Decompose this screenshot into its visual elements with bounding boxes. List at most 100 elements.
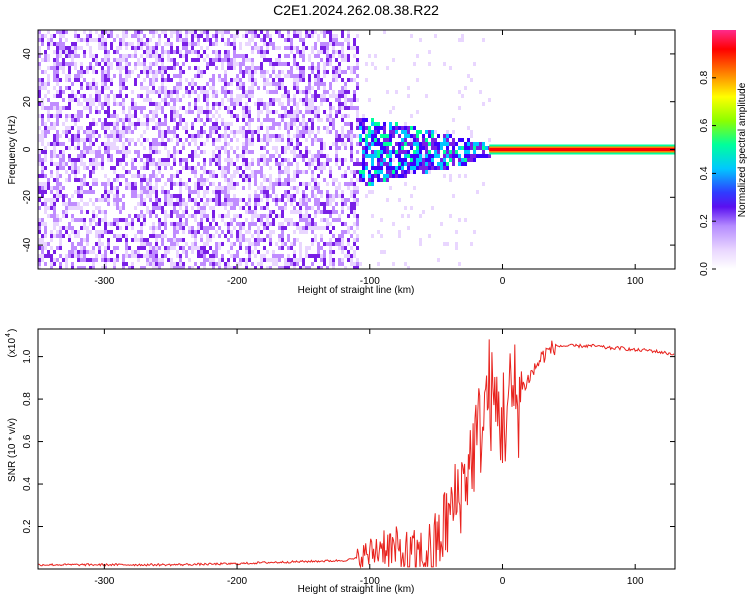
heatmap-cell — [470, 242, 473, 246]
heatmap-cell — [233, 138, 236, 142]
heatmap-cell — [209, 114, 212, 118]
heatmap-cell — [152, 70, 155, 74]
heatmap-cell — [284, 242, 287, 246]
heatmap-cell — [230, 202, 233, 206]
heatmap-cell — [134, 82, 137, 86]
heatmap-cell — [470, 142, 473, 146]
heatmap-cell — [56, 262, 59, 266]
heatmap-cell — [50, 114, 53, 118]
heatmap-cell — [263, 134, 266, 138]
heatmap-cell — [344, 74, 347, 78]
heatmap-cell — [197, 206, 200, 210]
heatmap-cell — [278, 166, 281, 170]
heatmap-cell — [308, 246, 311, 250]
heatmap-cell — [161, 30, 164, 34]
heatmap-cell — [116, 50, 119, 54]
heatmap-cell — [257, 130, 260, 134]
heatmap-cell — [446, 138, 449, 142]
heatmap-cell — [203, 46, 206, 50]
heatmap-cell — [356, 238, 359, 242]
heatmap-cell — [374, 54, 377, 58]
heatmap-cell — [83, 198, 86, 202]
heatmap-cell — [164, 30, 167, 34]
heatmap-cell — [206, 226, 209, 230]
heatmap-cell — [212, 82, 215, 86]
heatmap-cell — [56, 222, 59, 226]
heatmap-cell — [119, 74, 122, 78]
heatmap-cell — [347, 42, 350, 46]
heatmap-cell — [197, 70, 200, 74]
heatmap-cell — [149, 110, 152, 114]
heatmap-cell — [218, 194, 221, 198]
heatmap-cell — [77, 138, 80, 142]
heatmap-cell — [59, 186, 62, 190]
heatmap-cell — [281, 170, 284, 174]
heatmap-cell — [332, 50, 335, 54]
heatmap-cell — [122, 90, 125, 94]
heatmap-cell — [251, 142, 254, 146]
heatmap-cell — [152, 30, 155, 34]
heatmap-cell — [314, 226, 317, 230]
heatmap-cell — [152, 46, 155, 50]
heatmap-cell — [404, 138, 407, 142]
heatmap-cell — [74, 90, 77, 94]
heatmap-cell — [206, 238, 209, 242]
heatmap-cell — [314, 42, 317, 46]
heatmap-cell — [245, 122, 248, 126]
heatmap-cell — [344, 250, 347, 254]
heatmap-cell — [419, 186, 422, 190]
heatmap-cell — [344, 46, 347, 50]
heatmap-cell — [482, 146, 485, 150]
heatmap-cell — [245, 246, 248, 250]
heatmap-cell — [359, 178, 362, 182]
heatmap-cell — [122, 130, 125, 134]
heatmap-cell — [263, 58, 266, 62]
heatmap-cell — [77, 110, 80, 114]
heatmap-cell — [149, 186, 152, 190]
heatmap-cell — [314, 110, 317, 114]
heatmap-cell — [332, 126, 335, 130]
heatmap-cell — [239, 102, 242, 106]
heatmap-cell — [71, 118, 74, 122]
heatmap-cell — [41, 42, 44, 46]
heatmap-cell — [56, 90, 59, 94]
heatmap-cell — [194, 210, 197, 214]
heatmap-cell — [155, 142, 158, 146]
heatmap-cell — [302, 170, 305, 174]
heatmap-cell — [80, 102, 83, 106]
heatmap-cell — [251, 242, 254, 246]
colorbar-tick-label: 0.4 — [699, 166, 710, 180]
heatmap-cell — [65, 206, 68, 210]
heatmap-cell — [428, 50, 431, 54]
heatmap-cell — [149, 162, 152, 166]
heatmap-cell — [74, 30, 77, 34]
heatmap-cell — [464, 142, 467, 146]
heatmap-cell — [212, 42, 215, 46]
heatmap-cell — [341, 110, 344, 114]
heatmap-cell — [56, 138, 59, 142]
heatmap-cell — [146, 50, 149, 54]
heatmap-cell — [74, 114, 77, 118]
heatmap-cell — [188, 50, 191, 54]
heatmap-cell — [437, 46, 440, 50]
heatmap-cell — [203, 38, 206, 42]
heatmap-cell — [113, 246, 116, 250]
heatmap-cell — [290, 70, 293, 74]
heatmap-cell — [221, 134, 224, 138]
heatmap-cell — [215, 90, 218, 94]
heatmap-cell — [338, 146, 341, 150]
heatmap-cell — [326, 158, 329, 162]
heatmap-cell — [311, 118, 314, 122]
heatmap-cell — [218, 166, 221, 170]
heatmap-cell — [152, 162, 155, 166]
heatmap-cell — [338, 222, 341, 226]
heatmap-cell — [173, 202, 176, 206]
heatmap-cell — [140, 242, 143, 246]
heatmap-cell — [233, 186, 236, 190]
heatmap-cell — [212, 266, 215, 269]
heatmap-cell — [431, 206, 434, 210]
heatmap-cell — [350, 130, 353, 134]
heatmap-cell — [323, 58, 326, 62]
heatmap-cell — [200, 166, 203, 170]
heatmap-cell — [38, 218, 41, 222]
